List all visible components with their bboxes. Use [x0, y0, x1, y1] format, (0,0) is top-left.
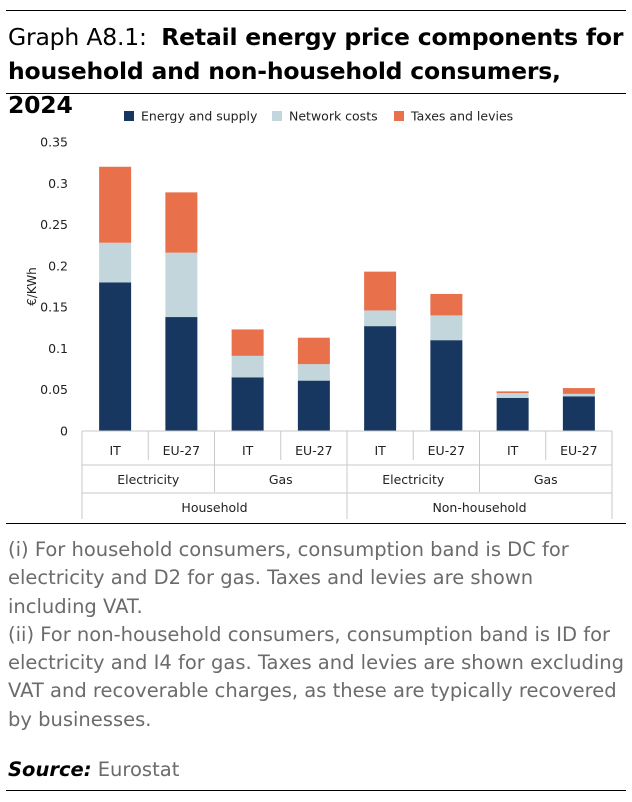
- legend-label: Taxes and levies: [410, 109, 513, 124]
- x-tick-label: EU-27: [163, 443, 200, 458]
- bar-segment: [364, 271, 397, 311]
- bar-segment: [496, 391, 529, 394]
- bar-segment: [297, 337, 330, 365]
- x-tick-label: IT: [507, 443, 519, 458]
- x-group-label: Electricity: [382, 472, 445, 487]
- bar-segment: [297, 364, 330, 381]
- figure-title: Graph A8.1: Retail energy price componen…: [8, 20, 626, 122]
- bar-segment: [562, 396, 595, 431]
- footnotes: (i) For household consumers, consumption…: [8, 536, 626, 734]
- bar-segment: [430, 293, 463, 316]
- source-line: Source: Eurostat: [8, 756, 179, 784]
- bar-segment: [231, 377, 264, 431]
- title-rule: [6, 93, 626, 94]
- bar-segment: [165, 192, 198, 253]
- legend-label: Network costs: [289, 109, 378, 124]
- stacked-bar-chart: Energy and supply Network costs Taxes and …: [25, 109, 613, 519]
- x-group-label: Gas: [534, 472, 558, 487]
- chart-bottom-rule: [6, 523, 626, 524]
- x-tick-label: EU-27: [295, 443, 332, 458]
- bar-segment: [562, 393, 595, 397]
- y-tick-label: 0.05: [40, 382, 68, 397]
- bar-segment: [364, 310, 397, 327]
- top-rule: [6, 10, 626, 11]
- bottom-rule: [6, 790, 626, 791]
- legend-swatch: [124, 111, 134, 121]
- y-tick-label: 0.25: [40, 217, 68, 232]
- x-tick-label: IT: [242, 443, 254, 458]
- y-tick-label: 0.15: [40, 300, 68, 315]
- x-group-label: Electricity: [117, 472, 180, 487]
- bar-segment: [562, 388, 595, 394]
- bar-segment: [430, 315, 463, 341]
- bar-segment: [430, 340, 463, 431]
- y-axis-label: €/KWh: [25, 267, 39, 306]
- legend-swatch: [272, 111, 282, 121]
- x-group-label: Gas: [269, 472, 293, 487]
- x-tick-label: IT: [374, 443, 386, 458]
- legend-label: Energy and supply: [141, 109, 258, 124]
- bar-segment: [99, 242, 132, 283]
- figure-label: Graph A8.1:: [8, 23, 147, 51]
- source-label: Source:: [8, 758, 92, 781]
- y-tick-label: 0: [60, 424, 68, 439]
- figure-title-text: Retail energy price components for house…: [8, 23, 624, 119]
- bar-segment: [231, 329, 264, 356]
- y-tick-label: 0.3: [48, 176, 68, 191]
- footnote-1: (i) For household consumers, consumption…: [8, 538, 569, 618]
- y-tick-label: 0.1: [48, 341, 68, 356]
- bar-segment: [231, 355, 264, 378]
- bar-segment: [99, 282, 132, 431]
- bar-segment: [496, 397, 529, 431]
- x-supergroup-label: Non-household: [432, 500, 526, 515]
- source-value: Eurostat: [97, 758, 180, 781]
- footnote-2: (ii) For non-household consumers, consum…: [8, 622, 624, 731]
- y-tick-label: 0.35: [40, 135, 68, 150]
- bar-segment: [165, 317, 198, 431]
- bar-segment: [364, 326, 397, 431]
- bar-segment: [99, 166, 132, 243]
- x-tick-label: IT: [109, 443, 121, 458]
- x-tick-label: EU-27: [428, 443, 465, 458]
- y-tick-label: 0.2: [48, 258, 68, 273]
- bar-segment: [496, 393, 529, 398]
- x-tick-label: EU-27: [560, 443, 597, 458]
- bar-segment: [297, 380, 330, 431]
- legend-swatch: [394, 111, 404, 121]
- bar-segment: [165, 252, 198, 318]
- x-supergroup-label: Household: [181, 500, 247, 515]
